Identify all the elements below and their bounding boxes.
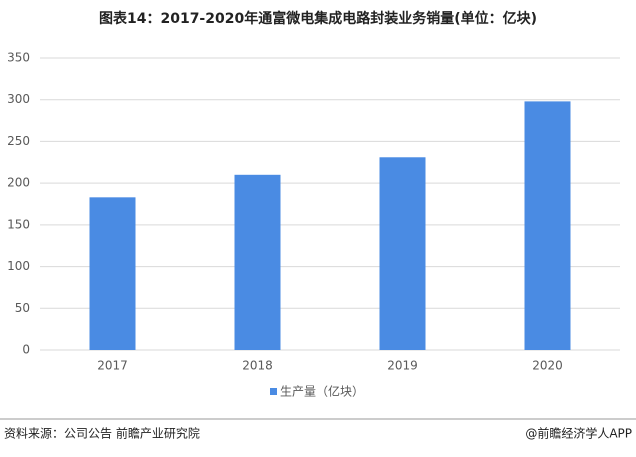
x-tick-label: 2017 [97,359,128,373]
bar [379,157,426,350]
x-tick-label: 2020 [532,359,563,373]
source: 资料来源：公司公告 前瞻产业研究院 [4,426,200,441]
bar [89,197,136,350]
bar [234,174,281,350]
credit: @前瞻经济学人APP [525,426,632,441]
y-tick-label: 100 [7,259,30,273]
y-tick-label: 0 [22,343,30,357]
x-tick-label: 2019 [387,359,418,373]
x-tick-label: 2018 [242,359,273,373]
legend-label: 生产量（亿块） [280,384,364,399]
y-tick-label: 250 [7,134,30,148]
y-tick-label: 150 [7,217,30,231]
bar [524,101,571,350]
y-tick-label: 300 [7,92,30,106]
y-tick-label: 50 [15,301,30,315]
y-tick-label: 350 [7,51,30,65]
legend-swatch [270,388,277,395]
y-tick-label: 200 [7,176,30,190]
chart-title: 图表14：2017-2020年通富微电集成电路封装业务销量(单位：亿块) [99,10,537,27]
